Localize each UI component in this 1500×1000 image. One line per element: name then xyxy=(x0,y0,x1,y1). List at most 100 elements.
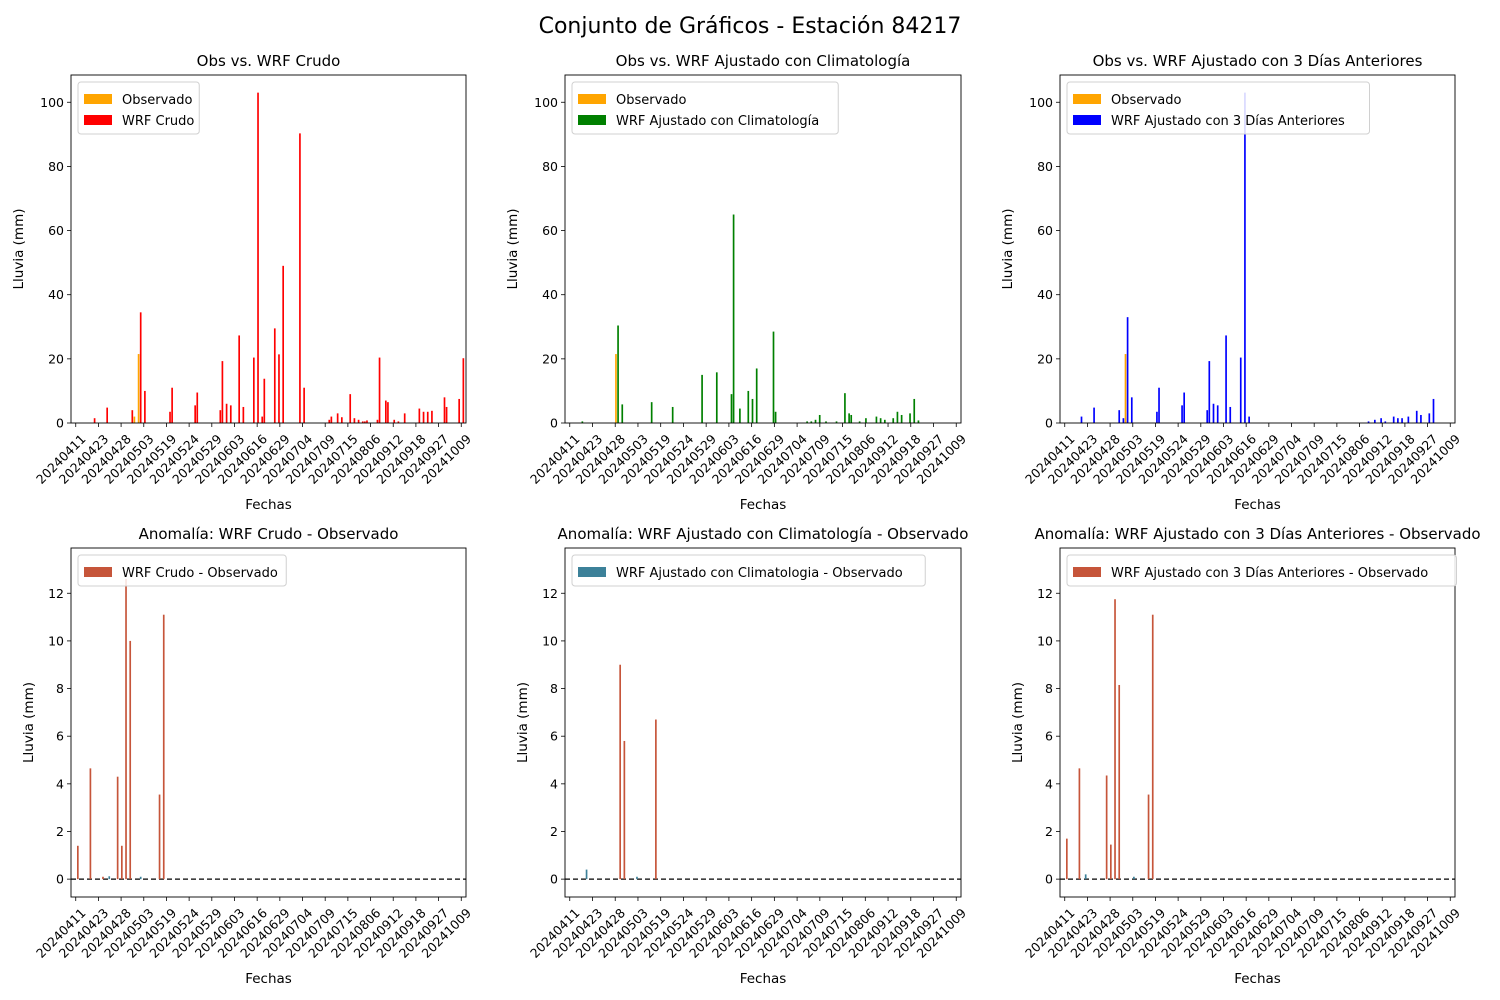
bar xyxy=(1084,874,1087,880)
bar xyxy=(892,418,895,423)
figure-suptitle: Conjunto de Gráficos - Estación 84217 xyxy=(538,14,962,39)
bar xyxy=(1118,684,1121,880)
bar xyxy=(739,408,741,423)
panel-obs-vs-wrf-climatologia: Obs vs. WRF Ajustado con Climatología 0 20… xyxy=(505,52,969,513)
y-tick-label: 2 xyxy=(550,824,558,839)
y-tick-label: 8 xyxy=(1045,681,1053,696)
bar xyxy=(242,406,245,423)
bar xyxy=(89,768,92,880)
bar xyxy=(751,398,754,423)
bar xyxy=(1420,414,1422,423)
y-tick-label: 100 xyxy=(40,95,64,110)
bar xyxy=(336,413,339,423)
bar xyxy=(162,614,165,880)
legend-label: WRF Ajustado con 3 Días Anteriores xyxy=(1111,114,1345,129)
y-tick-label: 8 xyxy=(550,681,558,696)
bar xyxy=(1122,418,1125,423)
legend-swatch xyxy=(84,567,112,577)
y-tick-label: 0 xyxy=(550,416,558,431)
y-tick-label: 4 xyxy=(550,776,558,791)
y-axis-label: Lluvia (mm) xyxy=(21,682,37,763)
bar xyxy=(261,416,264,423)
bar xyxy=(1156,411,1158,423)
bar xyxy=(1248,416,1250,423)
x-axis-label: Fechas xyxy=(740,971,787,987)
bar xyxy=(196,392,199,423)
bar xyxy=(774,411,777,423)
bar xyxy=(755,368,758,423)
bar xyxy=(1380,418,1382,423)
bar xyxy=(364,421,366,423)
y-tick-label: 6 xyxy=(1045,729,1053,744)
bar xyxy=(715,372,718,423)
bar xyxy=(361,421,364,423)
bar xyxy=(730,394,733,423)
y-tick-label: 80 xyxy=(1037,159,1053,174)
y-tick-label: 0 xyxy=(550,872,558,887)
bar xyxy=(1118,410,1121,423)
bar xyxy=(617,325,619,423)
bar xyxy=(1109,844,1112,880)
panel-title: Obs vs. WRF Ajustado con Climatología xyxy=(616,52,911,70)
bar xyxy=(900,414,903,423)
y-tick-label: 10 xyxy=(1037,633,1053,648)
bar xyxy=(387,402,389,423)
bar xyxy=(1397,418,1399,423)
bar xyxy=(139,876,142,880)
axes-frame xyxy=(564,74,962,424)
y-tick-label: 0 xyxy=(56,872,64,887)
y-tick-label: 100 xyxy=(534,95,558,110)
bar xyxy=(1428,413,1431,423)
bar xyxy=(1208,361,1211,423)
y-tick-label: 80 xyxy=(48,159,64,174)
bar xyxy=(116,776,119,880)
bar xyxy=(1093,407,1095,423)
legend-label: WRF Crudo - Observado xyxy=(122,566,278,581)
panel-anomalia-wrf-crudo: Anomalía: WRF Crudo - Observado 0 2 4 6 8 10 12… xyxy=(21,525,474,987)
x-axis-label: Fechas xyxy=(740,497,787,513)
bar xyxy=(76,845,79,880)
bar xyxy=(772,331,775,423)
y-tick-label: 0 xyxy=(56,416,64,431)
y-tick-label: 0 xyxy=(1045,416,1053,431)
bar xyxy=(1373,419,1376,423)
axes-frame xyxy=(564,547,962,898)
panel-anomalia-wrf-3dias: Anomalía: WRF Ajustado con 3 Días Anteri… xyxy=(1010,525,1481,987)
y-tick-label: 10 xyxy=(48,633,64,648)
legend-swatch xyxy=(578,567,606,577)
bar xyxy=(747,390,750,423)
bar xyxy=(169,411,171,423)
legend-swatch xyxy=(578,115,606,125)
bar xyxy=(814,419,817,423)
y-axis-label: Lluvia (mm) xyxy=(11,209,27,290)
panel-title: Anomalía: WRF Ajustado con Climatología … xyxy=(558,525,969,543)
bar xyxy=(93,418,96,423)
bar xyxy=(431,410,433,423)
y-tick-label: 40 xyxy=(542,287,558,302)
bar xyxy=(144,390,146,423)
bar xyxy=(422,411,425,423)
legend-label: WRF Ajustado con Climatologia - Observad… xyxy=(616,566,903,581)
bar xyxy=(650,402,653,423)
bar xyxy=(340,417,343,423)
y-tick-label: 12 xyxy=(1037,586,1053,601)
bar xyxy=(263,378,266,423)
bar xyxy=(194,405,197,423)
y-tick-label: 60 xyxy=(542,223,558,238)
x-axis-label: Fechas xyxy=(245,971,292,987)
y-tick-label: 40 xyxy=(1037,287,1053,302)
legend-swatch xyxy=(1073,567,1101,577)
bar xyxy=(896,411,899,423)
bar xyxy=(850,414,853,423)
bar xyxy=(418,408,421,423)
bar xyxy=(238,335,241,423)
bar xyxy=(1239,357,1242,423)
bar xyxy=(120,845,123,880)
legend-label: WRF Crudo xyxy=(122,114,194,129)
bar xyxy=(1133,876,1135,880)
bar xyxy=(848,413,850,423)
bar xyxy=(806,421,808,423)
legend-box xyxy=(571,554,926,587)
bar xyxy=(376,419,379,423)
